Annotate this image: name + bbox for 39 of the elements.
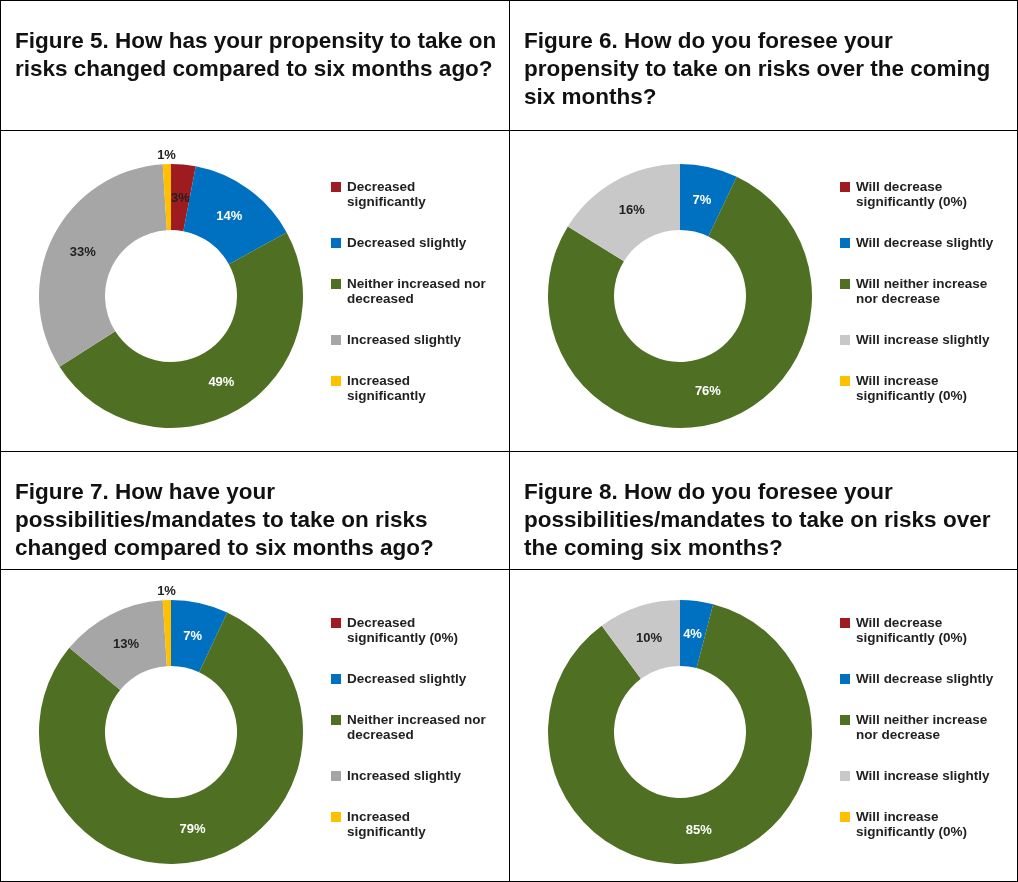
legend-label: Increased slightly: [347, 768, 462, 783]
data-label: 79%: [179, 821, 207, 837]
data-label: 13%: [113, 636, 140, 652]
legend-label: Increased significantly: [347, 373, 427, 403]
data-label: 76%: [694, 383, 722, 399]
chart-title: Figure 6. How do you foresee your propensity to take on risks over the coming six months?: [510, 1, 1017, 131]
chart-title: Figure 8. How do you foresee your possibilities/mandates to take on risks over the coming six months?: [510, 452, 1017, 570]
chart-title: Figure 7. How have your possibilities/mandates to take on risks changed compared to six months ago?: [1, 452, 509, 570]
data-label: 3%: [170, 189, 191, 205]
legend-label: Increased slightly: [347, 332, 462, 347]
legend-label: Decreased slightly: [347, 235, 467, 250]
legend-label: Decreased slightly: [347, 671, 467, 686]
legend-label: Will increase slightly: [856, 332, 990, 347]
legend-label: Will decrease slightly: [856, 235, 994, 250]
data-label: 10%: [636, 630, 663, 646]
data-label: 16%: [618, 201, 646, 217]
legend-label: Will decrease significantly (0%): [856, 615, 969, 645]
data-label: 7%: [183, 627, 203, 643]
legend-label: Will decrease slightly: [856, 671, 994, 686]
legend-label: Will increase significantly (0%): [856, 809, 969, 839]
legend-label: Neither increased nor decreased: [347, 276, 487, 306]
legend-label: Will increase slightly: [856, 768, 990, 783]
legend-label: Decreased significantly: [347, 179, 427, 209]
legend-label: Decreased significantly (0%): [347, 615, 460, 645]
legend-label: Neither increased nor decreased: [347, 712, 487, 742]
data-label: 1%: [157, 146, 177, 162]
data-label: 7%: [692, 191, 712, 207]
data-label: 4%: [683, 626, 703, 642]
data-label: 33%: [69, 243, 97, 259]
data-label: 14%: [216, 208, 243, 224]
chart-title: Figure 5. How has your propensity to take on risks changed compared to six months ago?: [1, 1, 509, 131]
legend-label: Will neither increase nor decrease: [856, 712, 989, 742]
legend-label: Will neither increase nor decrease: [856, 276, 989, 306]
data-label: 85%: [685, 821, 713, 837]
legend-label: Will increase significantly (0%): [856, 373, 969, 403]
legend-label: Will decrease significantly (0%): [856, 179, 969, 209]
data-label: 1%: [157, 582, 177, 598]
data-label: 49%: [208, 373, 235, 389]
legend-label: Increased significantly: [347, 809, 427, 839]
